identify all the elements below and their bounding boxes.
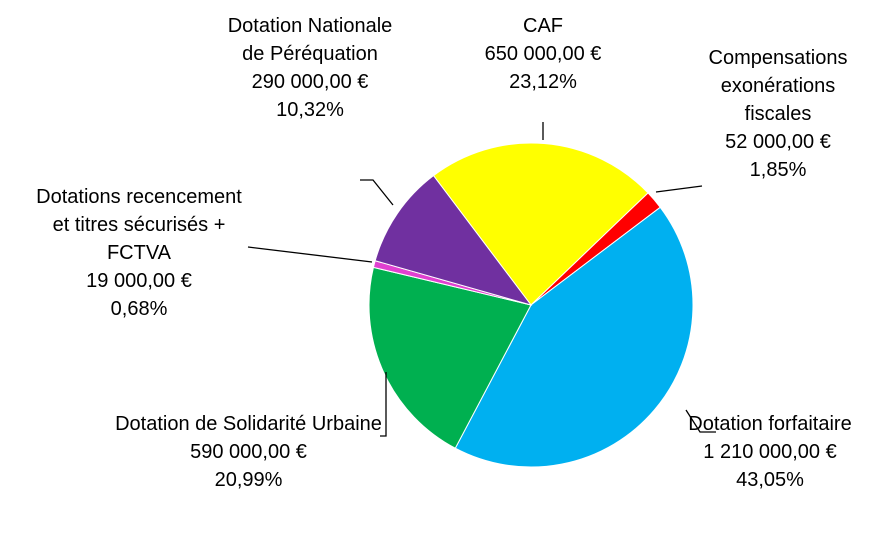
data-label: Dotation Nationale de Péréquation 290 000… [226, 12, 394, 124]
label-value: 650 000,00 € [484, 43, 602, 65]
label-name: Dotations recencement et titres sécurisé… [36, 186, 242, 264]
label-name: Dotation de Solidarité Urbaine [115, 413, 382, 435]
data-label: Dotations recencement et titres sécurisé… [30, 183, 248, 323]
label-percent: 10,32% [276, 99, 344, 121]
label-name: Dotation forfaitaire [688, 413, 852, 435]
leader-line [685, 409, 716, 433]
leader-line [360, 179, 394, 206]
data-label: Dotation de Solidarité Urbaine 590 000,00… [106, 410, 391, 494]
data-label: Dotation forfaitaire 1 210 000,00 € 43,05% [680, 410, 860, 494]
leader-line [655, 185, 703, 193]
leader-line [247, 246, 373, 263]
pie-slice [432, 142, 649, 306]
label-value: 290 000,00 € [251, 71, 369, 93]
label-value: 52 000,00 € [725, 131, 831, 153]
leader-line [380, 372, 387, 437]
pie-slice [454, 206, 694, 468]
label-percent: 23,12% [509, 71, 577, 93]
label-percent: 0,68% [110, 298, 168, 320]
label-value: 19 000,00 € [86, 270, 192, 292]
label-percent: 43,05% [736, 469, 804, 491]
label-value: 1 210 000,00 € [703, 441, 837, 463]
pie-slice [374, 174, 533, 306]
label-value: 590 000,00 € [190, 441, 307, 463]
data-label: Compensations exonérations fiscales 52 00… [688, 44, 868, 184]
label-name: Compensations exonérations fiscales [708, 47, 848, 125]
label-percent: 20,99% [214, 469, 283, 491]
label-name: CAF [523, 15, 563, 37]
pie-slice [368, 266, 532, 449]
label-name: Dotation Nationale de Péréquation [227, 15, 393, 65]
data-label: CAF 650 000,00 € 23,12% [443, 12, 643, 96]
label-percent: 1,85% [749, 159, 807, 181]
